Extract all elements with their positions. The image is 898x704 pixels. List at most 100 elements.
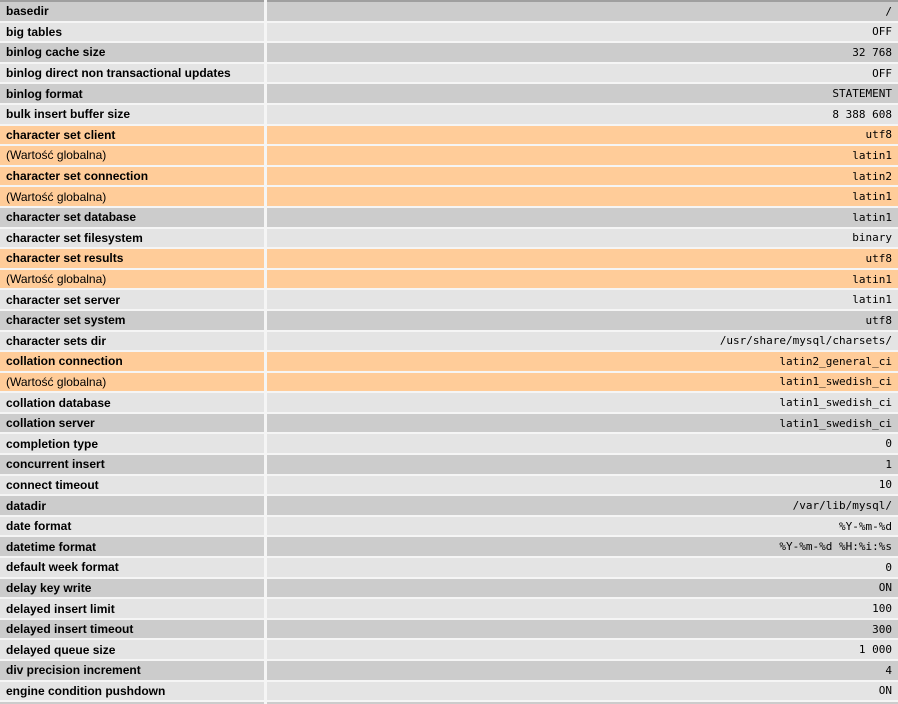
- variable-name: delayed queue size: [0, 639, 267, 661]
- variable-name: concurrent insert: [0, 454, 267, 476]
- variable-value: latin1_swedish_ci: [265, 392, 898, 414]
- table-row: (Wartość globalna) latin1: [0, 186, 898, 208]
- table-row: connect timeout 10: [0, 474, 898, 497]
- table-row: engine condition pushdown ON: [0, 680, 898, 703]
- table-row: div precision increment 4: [0, 660, 898, 682]
- variable-name: bulk insert buffer size: [0, 103, 267, 126]
- table-row: character set client utf8: [0, 124, 898, 147]
- table-row: binlog format STATEMENT: [0, 83, 898, 105]
- variable-name: collation server: [0, 412, 267, 435]
- variable-name: character sets dir: [0, 330, 267, 353]
- variable-value: %Y-%m-%d: [265, 515, 898, 538]
- table-row: (Wartość globalna) latin1: [0, 145, 898, 167]
- variable-value: latin1: [265, 289, 898, 311]
- variable-name: collation connection: [0, 351, 267, 373]
- variable-value: utf8: [265, 124, 898, 147]
- table-row: basedir /: [0, 1, 898, 23]
- table-row: date format %Y-%m-%d: [0, 515, 898, 538]
- variable-name: binlog cache size: [0, 42, 267, 64]
- table-row: character set filesystem binary: [0, 227, 898, 250]
- variable-value: latin1: [265, 186, 898, 208]
- table-row: character set connection latin2: [0, 165, 898, 188]
- variable-value: ON: [265, 680, 898, 703]
- variable-name: character set results: [0, 248, 267, 270]
- variable-value: latin1: [265, 145, 898, 167]
- variable-value: 1: [265, 454, 898, 476]
- variable-name: character set server: [0, 289, 267, 311]
- variable-value: 1 000: [265, 639, 898, 661]
- global-value-label: (Wartość globalna): [0, 371, 267, 394]
- variable-name: [0, 701, 267, 704]
- table-row: character sets dir/usr/share/mysql/chars…: [0, 330, 898, 353]
- variable-name: delay key write: [0, 577, 267, 600]
- table-row: character set server latin1: [0, 289, 898, 311]
- table-row: delayed insert limit 100: [0, 598, 898, 620]
- table-row: (Wartość globalna) latin1: [0, 268, 898, 291]
- table-row: binlog direct non transactional updates O…: [0, 62, 898, 85]
- variable-value: %Y-%m-%d %H:%i:%s: [265, 536, 898, 559]
- table-row: datadir/var/lib/mysql/: [0, 495, 898, 517]
- variable-value: latin1: [265, 206, 898, 229]
- table-row: character set database latin1: [0, 206, 898, 229]
- table-row: delayed insert timeout 300: [0, 618, 898, 641]
- table-row: [0, 701, 898, 704]
- table-row: character set results utf8: [0, 248, 898, 270]
- variable-value: latin1: [265, 268, 898, 291]
- variable-name: character set client: [0, 124, 267, 147]
- global-value-label: (Wartość globalna): [0, 145, 267, 167]
- variable-value: 0: [265, 557, 898, 579]
- table-row: collation database latin1_swedish_ci: [0, 392, 898, 414]
- variable-value: 4: [265, 660, 898, 682]
- variable-value: OFF: [265, 21, 898, 44]
- table-row: completion type 0: [0, 433, 898, 456]
- variable-name: big tables: [0, 21, 267, 44]
- variable-value: 300: [265, 618, 898, 641]
- table-row: delay key write ON: [0, 577, 898, 600]
- table-row: big tables OFF: [0, 21, 898, 44]
- variable-value: STATEMENT: [265, 83, 898, 105]
- variable-value: 8 388 608: [265, 103, 898, 126]
- table-row: collation connection latin2_general_ci: [0, 351, 898, 373]
- variable-value: 10: [265, 474, 898, 497]
- global-value-label: (Wartość globalna): [0, 186, 267, 208]
- variable-name: character set connection: [0, 165, 267, 188]
- variable-name: engine condition pushdown: [0, 680, 267, 703]
- variable-name: character set system: [0, 309, 267, 332]
- variable-name: character set database: [0, 206, 267, 229]
- variable-name: completion type: [0, 433, 267, 456]
- variable-value: /usr/share/mysql/charsets/: [265, 330, 898, 353]
- table-row: delayed queue size 1 000: [0, 639, 898, 661]
- variable-value: latin1_swedish_ci: [265, 412, 898, 435]
- variable-name: datadir: [0, 495, 267, 517]
- table-row: character set system utf8: [0, 309, 898, 332]
- variable-value: 32 768: [265, 42, 898, 64]
- variable-value: [265, 701, 898, 704]
- table-row: bulk insert buffer size 8 388 608: [0, 103, 898, 126]
- variable-name: delayed insert limit: [0, 598, 267, 620]
- variable-value: 0: [265, 433, 898, 456]
- variable-name: basedir: [0, 1, 267, 23]
- variable-name: connect timeout: [0, 474, 267, 497]
- variable-name: datetime format: [0, 536, 267, 559]
- variable-name: delayed insert timeout: [0, 618, 267, 641]
- variable-value: OFF: [265, 62, 898, 85]
- variable-value: latin2: [265, 165, 898, 188]
- table-row: binlog cache size 32 768: [0, 42, 898, 64]
- variable-value: /var/lib/mysql/: [265, 495, 898, 517]
- variable-name: default week format: [0, 557, 267, 579]
- variable-value: ON: [265, 577, 898, 600]
- variable-value: 100: [265, 598, 898, 620]
- table-row: default week format 0: [0, 557, 898, 579]
- variable-value: binary: [265, 227, 898, 250]
- variable-name: character set filesystem: [0, 227, 267, 250]
- variable-value: /: [265, 1, 898, 23]
- variable-value: utf8: [265, 248, 898, 270]
- variable-value: utf8: [265, 309, 898, 332]
- variable-name: collation database: [0, 392, 267, 414]
- table-row: collation server latin1_swedish_ci: [0, 412, 898, 435]
- table-row: concurrent insert 1: [0, 454, 898, 476]
- table-row: datetime format %Y-%m-%d %H:%i:%s: [0, 536, 898, 559]
